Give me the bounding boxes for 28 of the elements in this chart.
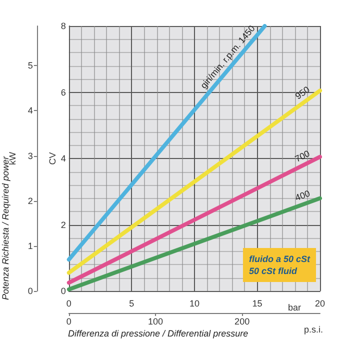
x2-tick-label: 200 bbox=[234, 316, 250, 326]
x2-tick-label: 100 bbox=[148, 316, 164, 326]
y2-axis-title: kW bbox=[8, 152, 18, 165]
y-tick-label: 0 bbox=[60, 286, 66, 296]
y2-tick-label: 4 bbox=[28, 106, 33, 116]
y-tick-label: 6 bbox=[60, 87, 66, 98]
x-tick-label: 20 bbox=[314, 298, 326, 308]
y2-tick-label: 3 bbox=[28, 150, 33, 161]
annotation: 50 cSt fluid bbox=[248, 266, 298, 276]
y-tick-label: 4 bbox=[60, 154, 66, 164]
y-tick-label: 8 bbox=[60, 21, 66, 31]
x-tick-label: 10 bbox=[189, 298, 200, 308]
text: 950 bbox=[293, 84, 312, 102]
y2-tick-label: 5 bbox=[28, 60, 33, 71]
y-axis-title: CV bbox=[47, 152, 58, 165]
text: 400 bbox=[294, 188, 312, 203]
y2-tick-label: 1 bbox=[28, 240, 33, 251]
y2-tick-label: 2 bbox=[28, 196, 33, 206]
text: 700 bbox=[293, 148, 312, 164]
x-axis-title: bar bbox=[288, 302, 302, 312]
x-tick-label: 15 bbox=[252, 298, 262, 308]
annotation: fluido a 50 cSt bbox=[248, 254, 312, 264]
text: Differenza di pressione / Differential pressure bbox=[68, 328, 248, 338]
x-tick-label: 5 bbox=[129, 298, 134, 308]
text: Potenza Richiesta / Required power bbox=[0, 155, 10, 300]
y-tick-label: 2 bbox=[60, 220, 66, 230]
x2-axis-title: p.s.i. bbox=[304, 324, 324, 334]
y2-tick-label: 0 bbox=[28, 286, 33, 296]
